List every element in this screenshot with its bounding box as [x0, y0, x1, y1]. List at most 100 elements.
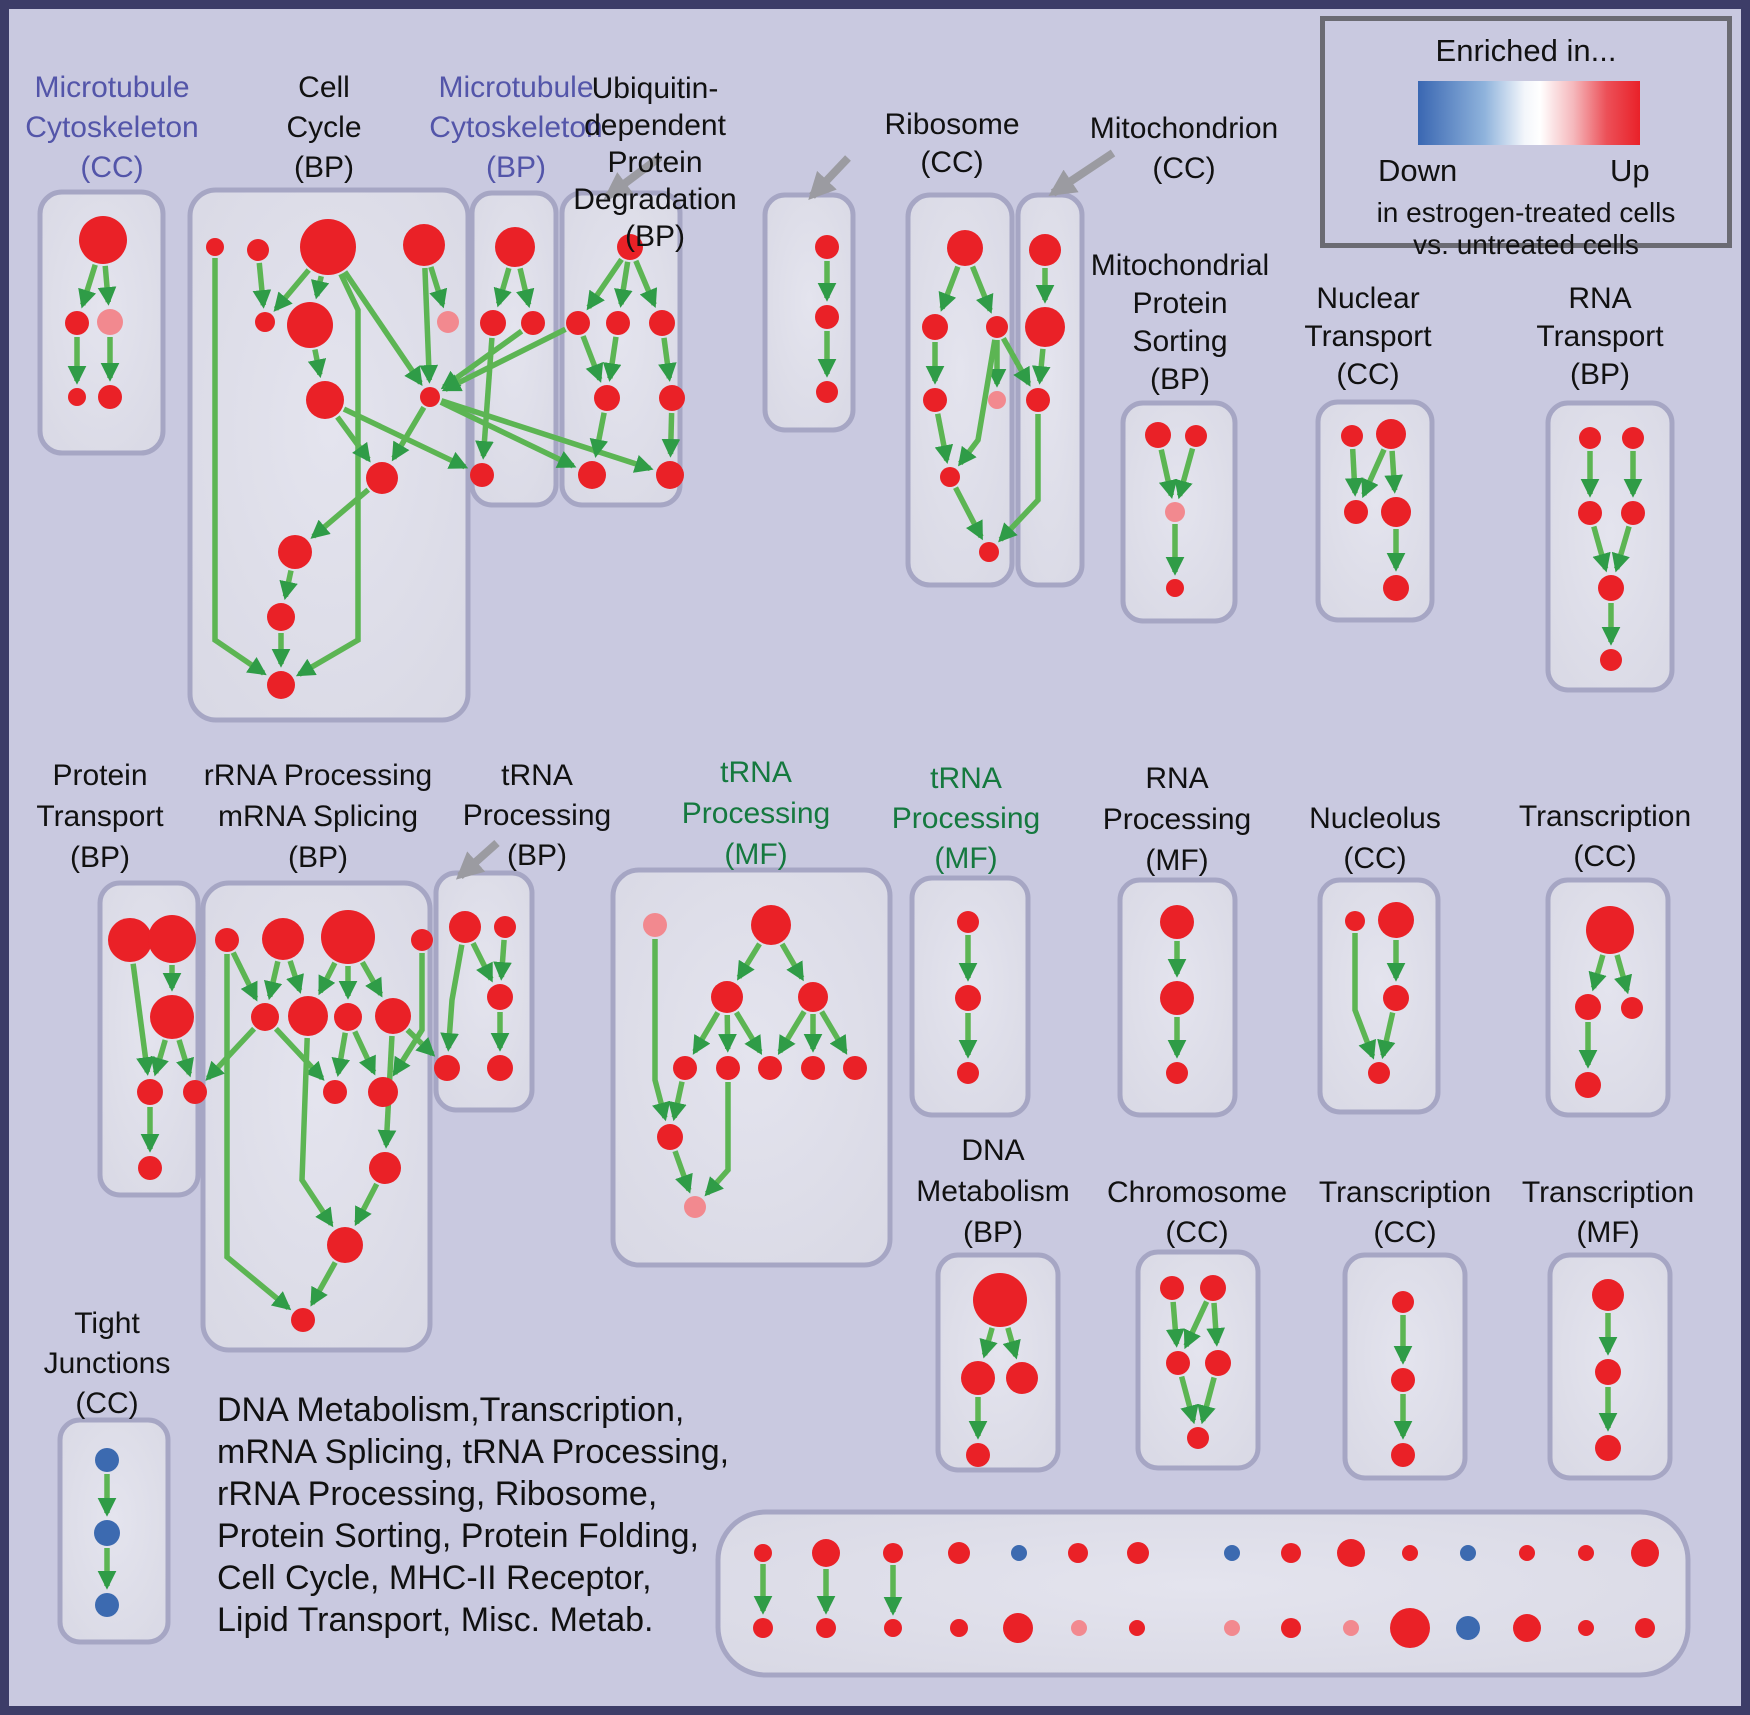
box-chromosome [1135, 1249, 1261, 1471]
node-rna-proc-mf-2 [1166, 1062, 1188, 1084]
node-rna-transport-0 [1579, 427, 1601, 449]
legend-subtitle-1: in estrogen-treated cells [1376, 197, 1676, 228]
edge-arrow [176, 1039, 194, 1078]
node-rrna-1 [262, 918, 304, 960]
node-dna-metab-0 [973, 1273, 1027, 1327]
node-dna-metab-1 [961, 1361, 995, 1395]
node-trna-mf-small-2 [957, 1062, 979, 1084]
edge-arrow [299, 1037, 334, 1228]
node-chromosome-4 [1187, 1427, 1209, 1449]
node-ubiquitin-1-5 [659, 385, 685, 411]
node-bottom-misc-23 [1281, 1618, 1301, 1638]
node-bottom-misc-9 [1337, 1539, 1365, 1567]
node-ubiquitin-1-0 [617, 234, 643, 260]
node-ribosome-5 [940, 467, 960, 487]
edge-arrow [352, 1030, 377, 1076]
node-cell-cycle-2 [300, 219, 356, 275]
edge-arrow [475, 337, 495, 460]
box-rrna [200, 880, 433, 1353]
node-trna-bp-2 [487, 984, 513, 1010]
misc-text-line: Lipid Transport, Misc. Metab. [217, 1601, 654, 1639]
edge-arrow [405, 1027, 436, 1057]
edge-arrow [273, 268, 311, 312]
node-ubiquitin-1-4 [594, 385, 620, 411]
edge-arrow [1031, 348, 1051, 385]
label-dna-metab: DNA Metabolism (BP) [916, 1134, 1069, 1249]
label-rrna: rRNA Processing mRNA Splicing (BP) [204, 759, 432, 874]
label-mitochondrion: Mitochondrion (CC) [1090, 112, 1278, 185]
label-mt-bp: Microtubule Cytoskeleton (BP) [429, 71, 602, 184]
node-ribosome-3 [923, 388, 947, 412]
node-rrna-5 [288, 996, 328, 1036]
label-cell-cycle: Cell Cycle (BP) [286, 71, 361, 184]
node-protein-transport-5 [138, 1156, 162, 1180]
node-transcription-cc-mid-1 [1575, 994, 1601, 1020]
node-ubiquitin-1-1 [566, 311, 590, 335]
node-cell-cycle-0 [206, 238, 224, 256]
edge-arrow [205, 1026, 257, 1081]
node-protein-transport-4 [183, 1080, 207, 1104]
node-trna-bp-0 [449, 911, 481, 943]
node-nuclear-transport-3 [1381, 497, 1411, 527]
node-trna-mf-small-0 [957, 911, 979, 933]
edge-arrow [310, 275, 330, 300]
edge-arrow [1611, 525, 1632, 573]
node-bottom-misc-26 [1456, 1616, 1480, 1640]
edge-arrow [309, 1261, 338, 1307]
node-bottom-misc-4 [1011, 1545, 1027, 1561]
node-nucleolus-0 [1345, 911, 1365, 931]
edge-arrow [1183, 1300, 1210, 1350]
node-ribosome-1 [922, 314, 948, 340]
node-nuclear-transport-4 [1383, 575, 1409, 601]
node-ubiquitin-2-2 [816, 381, 838, 403]
node-rna-proc-mf-0 [1160, 905, 1194, 939]
node-cell-cycle-4 [255, 312, 275, 332]
node-cell-cycle-7 [306, 381, 344, 419]
node-tight-junctions-2 [95, 1593, 119, 1617]
label-transcription-cc-bot: Transcription (CC) [1319, 1176, 1491, 1249]
node-bottom-misc-0 [754, 1544, 772, 1562]
node-dna-metab-2 [1006, 1362, 1038, 1394]
label-nuclear-transport: Nuclear Transport (CC) [1304, 282, 1432, 391]
edge-arrow [493, 939, 512, 981]
node-tight-junctions-0 [95, 1448, 119, 1472]
node-mt-cc-2 [97, 309, 123, 335]
node-rrna-0 [215, 928, 239, 952]
label-trna-mf-1: tRNA Processing (MF) [682, 756, 830, 871]
node-protein-transport-0 [108, 918, 152, 962]
node-mt-bp-2 [521, 311, 545, 335]
node-trna-mf-big-1 [751, 905, 791, 945]
node-bottom-misc-29 [1635, 1618, 1655, 1638]
label-chromosome: Chromosome (CC) [1107, 1176, 1287, 1249]
node-mito-sort-1 [1185, 425, 1207, 447]
node-ubiquitin-1-2 [606, 311, 630, 335]
node-transcription-cc-bot-2 [1391, 1443, 1415, 1467]
node-trna-mf-big-9 [657, 1124, 683, 1150]
node-bottom-misc-28 [1578, 1620, 1594, 1636]
node-bottom-misc-12 [1519, 1545, 1535, 1561]
label-trna-mf-2: tRNA Processing (MF) [892, 762, 1040, 875]
node-ubiquitin-1-7 [656, 461, 684, 489]
node-rrna-2 [321, 910, 375, 964]
node-mito-sort-3 [1166, 579, 1184, 597]
node-rrna-4 [251, 1003, 279, 1031]
node-trna-bp-3 [434, 1055, 460, 1081]
edge-arrow [586, 257, 624, 311]
label-rna-proc-mf: RNA Processing (MF) [1103, 762, 1251, 877]
node-cell-cycle-3 [403, 224, 445, 266]
misc-text-line: Protein Sorting, Protein Folding, [217, 1517, 699, 1555]
node-trna-mf-big-0 [643, 913, 667, 937]
edge-arrow [150, 1039, 169, 1077]
node-ribosome-6 [979, 542, 999, 562]
node-protein-transport-2 [150, 995, 194, 1039]
node-mitochondrion-0 [1029, 234, 1061, 266]
node-cell-cycle-11 [267, 603, 295, 631]
node-nucleolus-2 [1383, 985, 1409, 1011]
node-mito-sort-2 [1165, 502, 1185, 522]
node-transcription-cc-mid-0 [1586, 906, 1634, 954]
edge-arrow [342, 270, 423, 387]
node-rna-transport-2 [1578, 501, 1602, 525]
edge-arrow [252, 262, 272, 309]
legend-gradient-bar [1418, 81, 1640, 145]
